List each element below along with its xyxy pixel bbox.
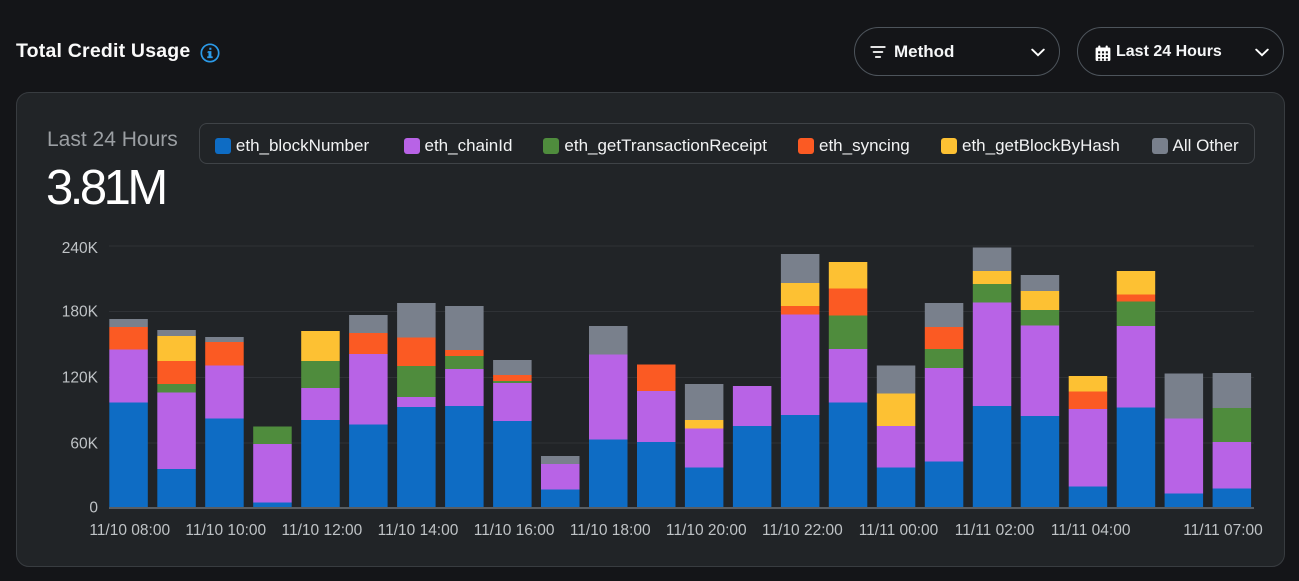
svg-text:180K: 180K xyxy=(62,304,99,321)
svg-text:11/11 07:00: 11/11 07:00 xyxy=(1183,522,1263,539)
svg-text:11/10 18:00: 11/10 18:00 xyxy=(570,522,651,539)
svg-text:240K: 240K xyxy=(62,240,99,257)
svg-text:11/10 22:00: 11/10 22:00 xyxy=(762,522,843,539)
svg-text:11/11 00:00: 11/11 00:00 xyxy=(859,522,939,539)
svg-text:11/10 08:00: 11/10 08:00 xyxy=(89,522,170,539)
svg-text:11/10 10:00: 11/10 10:00 xyxy=(185,522,266,539)
svg-text:11/10 12:00: 11/10 12:00 xyxy=(282,522,363,539)
svg-text:120K: 120K xyxy=(62,370,99,387)
svg-text:11/10 14:00: 11/10 14:00 xyxy=(378,522,459,539)
svg-text:60K: 60K xyxy=(70,436,98,453)
svg-text:0: 0 xyxy=(89,500,98,517)
svg-text:11/11 02:00: 11/11 02:00 xyxy=(955,522,1035,539)
svg-text:11/11 04:00: 11/11 04:00 xyxy=(1051,522,1131,539)
svg-text:11/10 20:00: 11/10 20:00 xyxy=(666,522,747,539)
svg-text:11/10 16:00: 11/10 16:00 xyxy=(474,522,555,539)
